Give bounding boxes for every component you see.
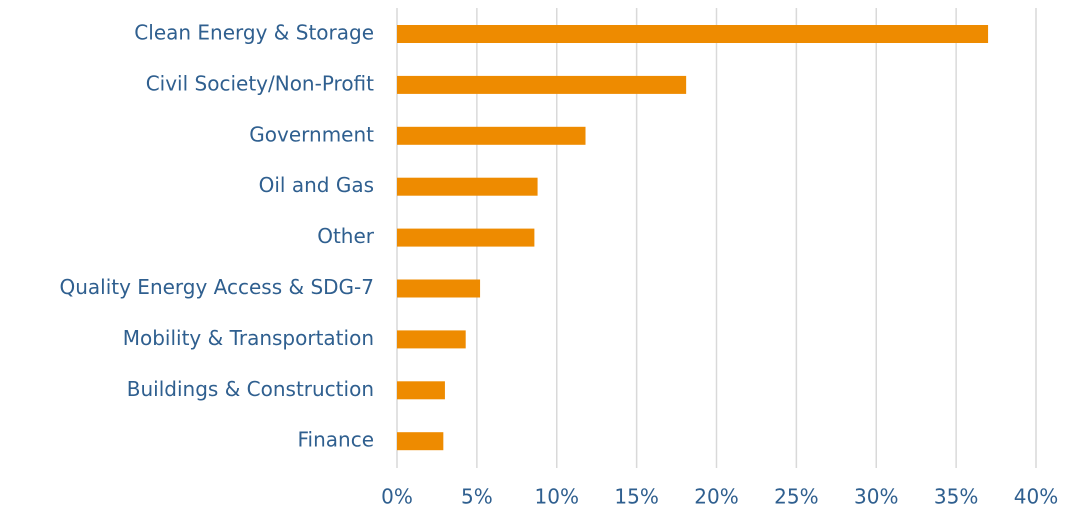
x-tick-label: 40% xyxy=(1014,485,1058,509)
bar xyxy=(397,126,586,145)
bar xyxy=(397,279,481,298)
y-tick-label: Buildings & Construction xyxy=(127,377,374,401)
y-tick-label: Civil Society/Non-Profit xyxy=(146,71,374,95)
bar xyxy=(397,177,538,196)
x-tick-label: 20% xyxy=(694,485,738,509)
x-tick-label: 15% xyxy=(614,485,658,509)
y-tick-label: Oil and Gas xyxy=(259,173,374,197)
bar xyxy=(397,228,535,247)
bar xyxy=(397,25,989,43)
y-tick-label: Government xyxy=(249,122,374,146)
bar xyxy=(397,75,687,94)
y-tick-label: Clean Energy & Storage xyxy=(134,21,374,45)
x-tick-label: 10% xyxy=(535,485,579,509)
x-tick-label: 35% xyxy=(934,485,978,509)
y-tick-label: Mobility & Transportation xyxy=(123,326,374,350)
x-tick-label: 30% xyxy=(854,485,898,509)
bar xyxy=(397,432,444,451)
y-tick-label: Other xyxy=(317,224,375,248)
x-tick-label: 0% xyxy=(381,485,413,509)
y-tick-label: Finance xyxy=(297,428,374,452)
x-tick-label: 5% xyxy=(461,485,493,509)
y-tick-label: Quality Energy Access & SDG-7 xyxy=(59,275,374,299)
bar xyxy=(397,330,466,349)
x-tick-label: 25% xyxy=(774,485,818,509)
bar xyxy=(397,381,445,400)
